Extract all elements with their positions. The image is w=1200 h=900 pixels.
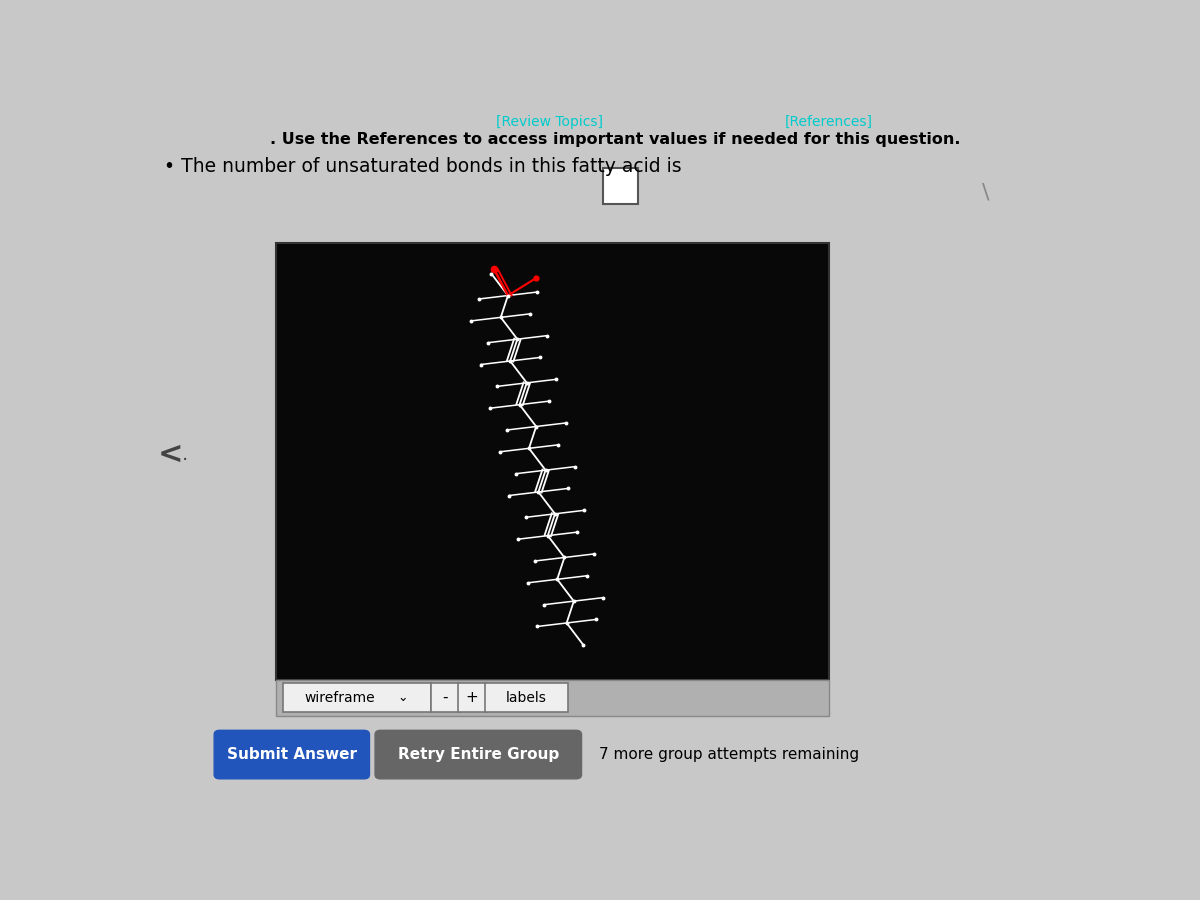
Text: 7 more group attempts remaining: 7 more group attempts remaining [599, 747, 859, 762]
FancyBboxPatch shape [431, 683, 460, 712]
Text: \: \ [983, 182, 990, 202]
Text: Retry Entire Group: Retry Entire Group [397, 747, 559, 762]
Text: . Use the References to access important values if needed for this question.: . Use the References to access important… [270, 131, 960, 147]
Text: [Review Topics]: [Review Topics] [497, 115, 604, 129]
Text: .: . [182, 445, 188, 464]
Text: • The number of unsaturated bonds in this fatty acid is: • The number of unsaturated bonds in thi… [164, 157, 682, 176]
FancyBboxPatch shape [283, 683, 431, 712]
Text: <: < [157, 440, 184, 469]
Text: [References]: [References] [785, 115, 872, 129]
FancyBboxPatch shape [376, 730, 582, 778]
FancyBboxPatch shape [214, 730, 370, 778]
FancyBboxPatch shape [458, 683, 487, 712]
Text: Submit Answer: Submit Answer [227, 747, 356, 762]
Bar [276, 680, 829, 716]
Text: +: + [466, 690, 479, 706]
Text: -: - [443, 690, 448, 706]
FancyBboxPatch shape [485, 683, 568, 712]
Text: wireframe: wireframe [305, 690, 374, 705]
Bar [602, 167, 638, 203]
Bar [276, 243, 829, 680]
Text: labels: labels [505, 690, 547, 705]
Text: ⌄: ⌄ [398, 691, 408, 704]
